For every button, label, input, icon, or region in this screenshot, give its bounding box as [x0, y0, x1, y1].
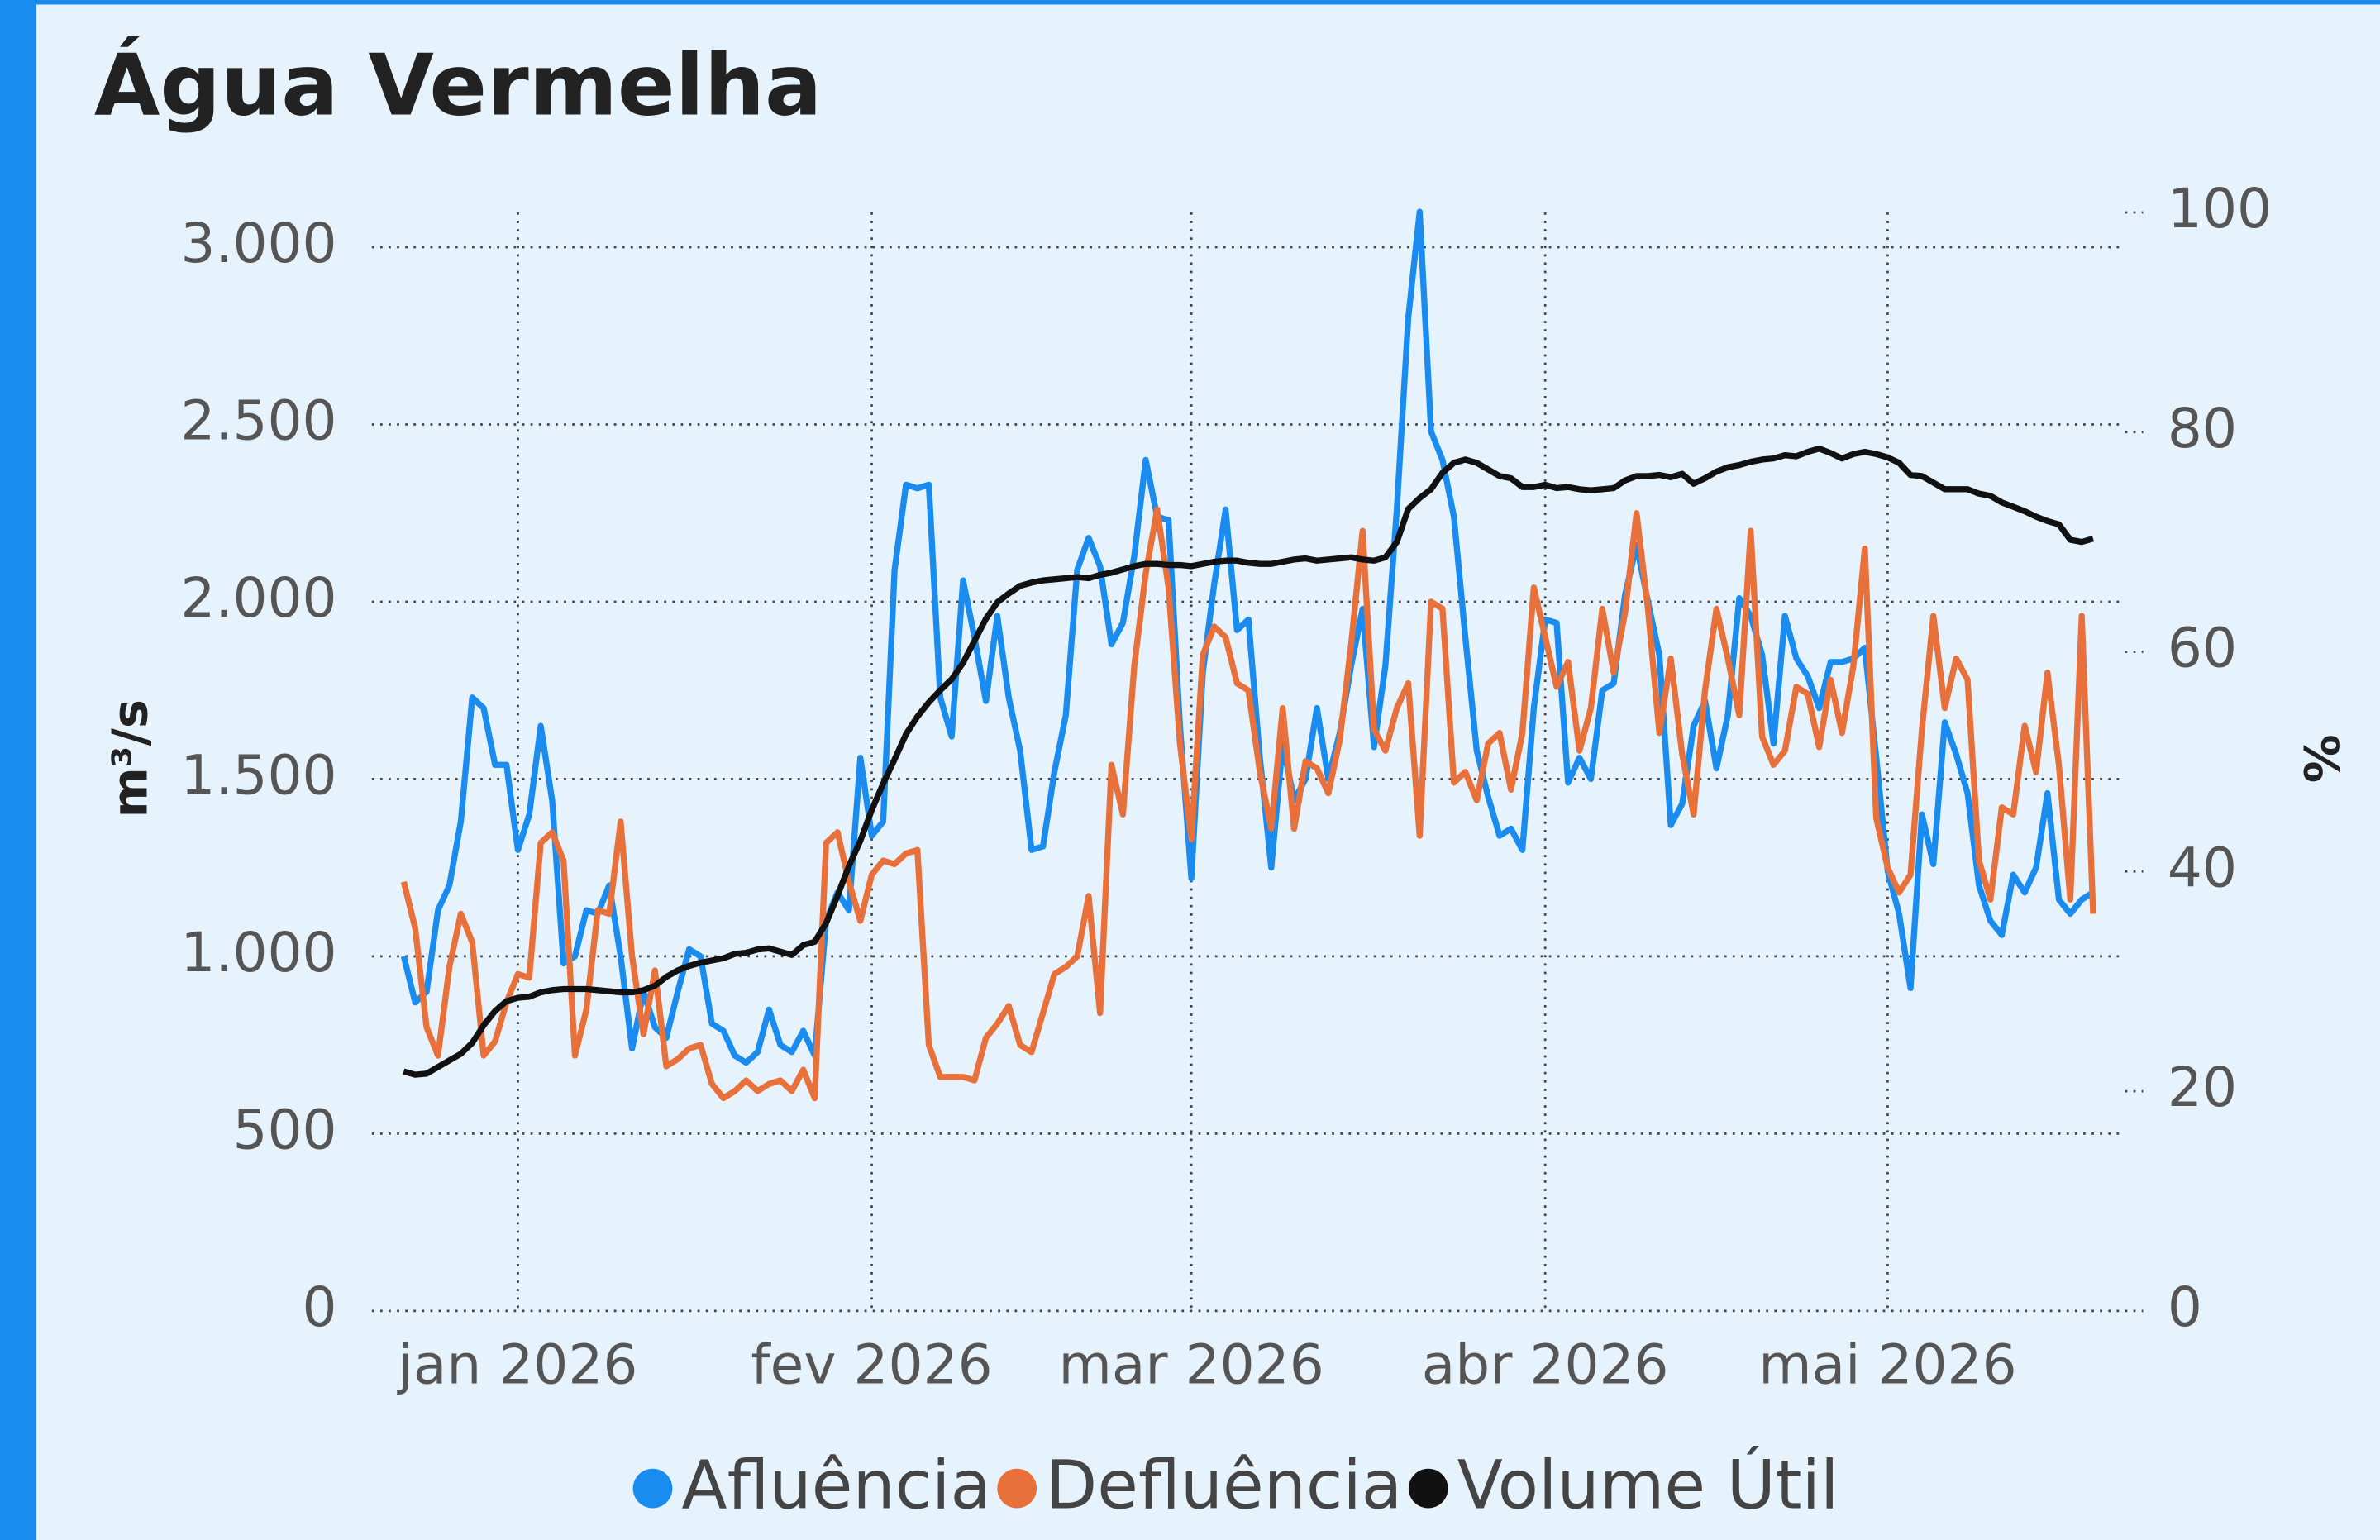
y2-tick-label: 60 — [2168, 617, 2237, 680]
y2-axis-label: % — [2293, 734, 2350, 783]
y-tick-label: 2.500 — [180, 389, 336, 453]
x-tick-label: mar 2026 — [1059, 1333, 1324, 1397]
y-tick-label: 1.500 — [180, 743, 336, 807]
y2-tick-label: 20 — [2168, 1056, 2237, 1119]
y2-tick-label: 100 — [2168, 177, 2272, 241]
x-tick-label: fev 2026 — [751, 1333, 992, 1397]
y2-tick-label: 80 — [2168, 397, 2237, 460]
series-line — [400, 208, 2095, 1066]
legend-marker — [632, 1468, 673, 1509]
top-border — [0, 0, 2380, 5]
y-tick-label: 500 — [232, 1098, 336, 1161]
y-tick-label: 1.000 — [180, 921, 336, 985]
x-tick-label: abr 2026 — [1422, 1333, 1669, 1397]
left-border — [0, 0, 37, 1540]
series-line — [403, 446, 2094, 1078]
legend-label: Volume Útil — [1457, 1446, 1839, 1524]
legend-label: Afluência — [681, 1447, 991, 1524]
chart-title: Água Vermelha — [94, 34, 823, 135]
y-tick-label: 0 — [303, 1275, 337, 1339]
x-tick-label: jan 2026 — [397, 1333, 638, 1397]
series-line — [400, 506, 2096, 1102]
legend-marker — [997, 1468, 1037, 1509]
y-tick-label: 2.000 — [180, 566, 336, 630]
legend-marker — [1408, 1468, 1448, 1509]
y2-tick-label: 40 — [2168, 836, 2237, 899]
legend-label: Defluência — [1046, 1447, 1402, 1524]
y2-tick-label: 0 — [2168, 1275, 2202, 1339]
x-tick-label: mai 2026 — [1758, 1333, 2016, 1397]
y-tick-label: 3.000 — [180, 212, 336, 275]
y-axis-label: m³/s — [102, 699, 159, 818]
